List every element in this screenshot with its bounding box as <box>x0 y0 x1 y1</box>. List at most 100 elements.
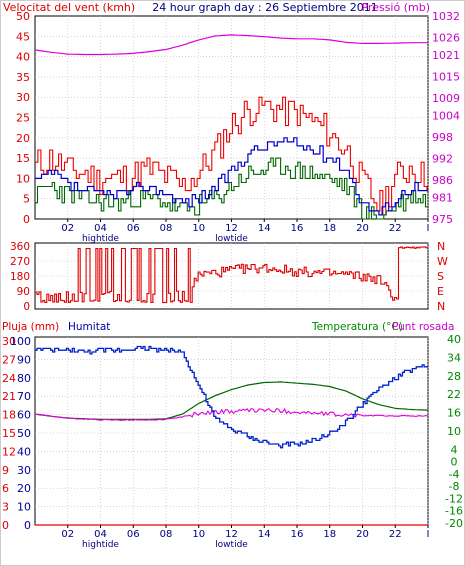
x-axis-tick-label: 16 <box>291 223 304 234</box>
rain-tick-label: 9 <box>2 464 9 477</box>
rain-tick-label: 0 <box>2 519 9 532</box>
temperature-tick-label: 0 <box>451 456 458 469</box>
x-axis-tick-label: 18 <box>323 529 336 540</box>
temperature-tick-label: 4 <box>451 443 458 456</box>
x-axis-tick-label: 08 <box>160 223 173 234</box>
wind-gust-line <box>35 96 428 216</box>
temperature-tick-label: 40 <box>447 333 461 346</box>
wind-direction-tick-label: 90 <box>17 286 30 298</box>
tide-label: hightide <box>82 540 119 550</box>
wind-speed-tick-label: 5 <box>23 193 30 206</box>
wind-speed-tick-label: 15 <box>16 152 30 165</box>
rain-tick-label: 18 <box>2 409 16 422</box>
x-axis-tick-label: 22 <box>389 529 402 540</box>
x-axis-tick-label: 10 <box>192 529 205 540</box>
rain-tick-label: 3 <box>2 501 9 514</box>
x-axis-tick-label: I <box>427 223 430 234</box>
pressure-line <box>34 34 428 56</box>
wind-speed-axis-title: Velocitat del vent (kmh) <box>3 1 135 14</box>
x-axis-tick-label: 14 <box>258 223 271 234</box>
x-axis-tick-label: 14 <box>258 529 271 540</box>
x-axis-tick-label: 22 <box>389 223 402 234</box>
humidity-tick-label: 30 <box>17 464 31 477</box>
pressure-tick-label: 1004 <box>432 110 460 123</box>
compass-tick-label: N <box>437 240 445 253</box>
pressure-tick-label: 975 <box>432 213 453 226</box>
wind-speed-tick-label: 30 <box>16 91 30 104</box>
humidity-tick-label: 70 <box>17 390 31 403</box>
temperature-axis-title: Temperatura (°C) <box>311 321 403 333</box>
temperature-tick-label: 22 <box>447 388 461 401</box>
humidity-axis-title: Humitat <box>68 321 110 333</box>
tide-label: hightide <box>82 234 119 244</box>
wind-speed-tick-label: 20 <box>16 132 30 145</box>
pressure-axis-title: Pressió (mb) <box>361 1 430 14</box>
x-axis-tick-label: 12 <box>225 529 238 540</box>
humidity-tick-label: 100 <box>10 335 31 348</box>
x-axis-tick-label: 16 <box>291 529 304 540</box>
wind-direction-series <box>35 246 429 304</box>
tide-label: lowtide <box>215 540 248 550</box>
x-axis-tick-label: 02 <box>61 223 74 234</box>
temperature-tick-label: -8 <box>449 480 460 493</box>
x-axis-tick-label: 18 <box>323 223 336 234</box>
wind-speed-tick-label: 40 <box>16 51 30 64</box>
x-axis-tick-label: 04 <box>94 529 107 540</box>
humidity-tick-label: 10 <box>17 501 31 514</box>
graph-title: 24 hour graph day : 26 Septiembre 2011 <box>152 1 377 14</box>
compass-tick-label: W <box>437 255 448 268</box>
wind-speed-axis-ticks: 0 5 10 15 20 25 30 35 40 45 50 <box>16 10 30 226</box>
rain-tick-label: 21 <box>2 390 16 403</box>
x-axis-tick-label: 10 <box>192 223 205 234</box>
x-axis-tick-label: 08 <box>160 529 173 540</box>
pressure-tick-label: 1015 <box>432 71 460 84</box>
compass-tick-label: N <box>437 300 445 313</box>
x-axis-tick-label: I <box>427 529 430 540</box>
pressure-tick-label: 986 <box>432 174 453 187</box>
wind-speed-tick-label: 25 <box>16 112 30 125</box>
tide-label: lowtide <box>215 234 248 244</box>
temperature-tick-label: 16 <box>447 407 461 420</box>
wind-speed-tick-label: 10 <box>16 172 30 185</box>
humidity-tick-label: 50 <box>17 427 31 440</box>
wind-speed-tick-label: 45 <box>16 30 30 43</box>
temperature-axis-ticks: -20-16-12-8-404 10 16 22 28 34 40 <box>445 333 463 530</box>
rain-tick-label: 12 <box>2 445 16 458</box>
wind-average-line <box>35 137 428 216</box>
temperature-tick-label: 28 <box>447 370 461 383</box>
pressure-tick-label: 992 <box>432 152 453 165</box>
dewpoint-axis-title: Punt rosada <box>392 321 454 333</box>
wind-pressure-grid <box>35 16 429 219</box>
compass-tick-label: E <box>437 285 444 298</box>
rain-tick-label: 30 <box>2 335 16 348</box>
wind-direction-degree-ticks: 0 90 180 270 360 <box>10 241 30 313</box>
wind-speed-tick-label: 35 <box>16 71 30 84</box>
compass-tick-label: S <box>437 270 444 283</box>
pressure-tick-label: 1009 <box>432 92 460 105</box>
humidity-tick-label: 40 <box>17 445 31 458</box>
pressure-tick-label: 998 <box>432 131 453 144</box>
humidity-tick-label: 60 <box>17 409 31 422</box>
rain-axis-title: Pluja (mm) <box>2 321 59 333</box>
rain-tick-label: 27 <box>2 353 16 366</box>
wind-direction-tick-label: 0 <box>23 301 30 313</box>
wind-speed-tick-label: 0 <box>23 213 30 226</box>
wind-direction-tick-label: 180 <box>10 271 30 283</box>
pressure-tick-label: 1021 <box>432 49 460 62</box>
wind-direction-line <box>35 246 429 304</box>
pressure-axis-ticks: 975 981 986 992 998 1004 1009 1015 1021 1026 1032 <box>432 10 460 226</box>
temperature-line <box>34 381 429 420</box>
pressure-tick-label: 1032 <box>432 10 460 23</box>
x-axis-tick-label: 20 <box>356 529 369 540</box>
wind-speed-tick-label: 50 <box>16 10 30 23</box>
pressure-tick-label: 1026 <box>432 31 460 44</box>
pressure-tick-label: 981 <box>432 192 453 205</box>
wind-direction-tick-label: 270 <box>10 256 30 268</box>
humidity-line <box>35 345 428 449</box>
